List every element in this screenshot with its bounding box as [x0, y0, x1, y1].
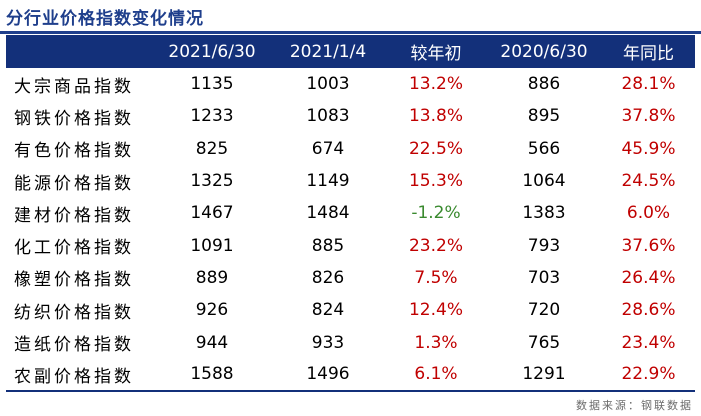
row-name-cell: 橡塑价格指数: [14, 270, 134, 291]
header-cell-2021-06-30: 2021/6/30: [168, 41, 256, 62]
value-2021-01-04-cell: 824: [311, 300, 345, 321]
row-name-cell: 纺织价格指数: [14, 302, 134, 323]
header-cell-2021-01-04: 2021/1/4: [289, 41, 367, 62]
value-2021-01-04-cell: 1496: [306, 364, 350, 385]
ytd-change-cell: 22.5%: [408, 138, 463, 159]
value-2021-06-30-cell: 1091: [190, 235, 234, 256]
value-2021-06-30-cell: 1233: [190, 106, 234, 127]
table-header-row: 2021/6/30 2021/1/4 较年初 2020/6/30 年同比: [6, 35, 695, 68]
row-name-cell: 大宗商品指数: [14, 76, 134, 97]
header-cell-name: [6, 35, 154, 68]
table-row: 纺织价格指数 926 824 12.4% 720 28.6%: [6, 294, 695, 326]
yoy-change-cell: 37.6%: [621, 235, 676, 256]
ytd-change-cell: 7.5%: [414, 267, 458, 288]
yoy-change-cell: 26.4%: [621, 267, 676, 288]
row-name-cell: 能源价格指数: [14, 173, 134, 194]
value-2021-06-30-cell: 1588: [190, 364, 234, 385]
yoy-change-cell: 45.9%: [621, 138, 676, 159]
value-2020-06-30-cell: 895: [527, 106, 561, 127]
yoy-change-cell: 22.9%: [621, 364, 676, 385]
table-row: 造纸价格指数 944 933 1.3% 765 23.4%: [6, 326, 695, 358]
value-2020-06-30-cell: 1383: [522, 203, 566, 224]
value-2021-06-30-cell: 1325: [190, 171, 234, 192]
title-divider: [0, 31, 701, 34]
table-body: 大宗商品指数 1135 1003 13.2% 886 28.1% 钢铁价格指数 1233 108…: [6, 68, 695, 391]
value-2021-01-04-cell: 1003: [306, 74, 350, 95]
row-name-cell: 造纸价格指数: [14, 335, 134, 356]
ytd-change-cell: 13.2%: [408, 74, 463, 95]
header-cell-2020-06-30: 2020/6/30: [500, 41, 588, 62]
value-2020-06-30-cell: 566: [527, 138, 561, 159]
header-cell-yoy-change: 年同比: [623, 44, 674, 64]
value-2021-01-04-cell: 674: [311, 138, 345, 159]
data-source-note: 数据来源：钢联数据: [576, 399, 693, 412]
value-2020-06-30-cell: 720: [527, 300, 561, 321]
table-row: 化工价格指数 1091 885 23.2% 793 37.6%: [6, 229, 695, 261]
header-cell-ytd-change: 较年初: [410, 44, 462, 64]
value-2020-06-30-cell: 703: [527, 267, 561, 288]
table-row: 有色价格指数 825 674 22.5% 566 45.9%: [6, 133, 695, 165]
value-2021-06-30-cell: 1135: [190, 74, 234, 95]
value-2020-06-30-cell: 1291: [522, 364, 566, 385]
value-2021-01-04-cell: 933: [311, 332, 345, 353]
value-2020-06-30-cell: 886: [527, 74, 561, 95]
value-2021-01-04-cell: 1484: [306, 203, 350, 224]
row-name-cell: 有色价格指数: [14, 141, 134, 162]
yoy-change-cell: 23.4%: [621, 332, 676, 353]
ytd-change-cell: 23.2%: [408, 235, 463, 256]
row-name-cell: 钢铁价格指数: [14, 108, 134, 129]
table-row: 建材价格指数 1467 1484 -1.2% 1383 6.0%: [6, 197, 695, 229]
yoy-change-cell: 28.6%: [621, 300, 676, 321]
ytd-change-cell: 15.3%: [408, 171, 463, 192]
ytd-change-cell: 12.4%: [408, 300, 463, 321]
row-name-cell: 化工价格指数: [14, 238, 134, 259]
value-2021-06-30-cell: 825: [195, 138, 229, 159]
price-index-table: 2021/6/30 2021/1/4 较年初 2020/6/30 年同比 大宗商…: [6, 35, 695, 392]
value-2021-01-04-cell: 1083: [306, 106, 350, 127]
ytd-change-cell: 6.1%: [414, 364, 458, 385]
yoy-change-cell: 24.5%: [621, 171, 676, 192]
yoy-change-cell: 37.8%: [621, 106, 676, 127]
value-2020-06-30-cell: 765: [527, 332, 561, 353]
table-row: 橡塑价格指数 889 826 7.5% 703 26.4%: [6, 262, 695, 294]
ytd-change-cell: -1.2%: [411, 203, 461, 224]
yoy-change-cell: 28.1%: [621, 74, 676, 95]
value-2020-06-30-cell: 793: [527, 235, 561, 256]
row-name-cell: 农副价格指数: [14, 366, 134, 387]
table-row: 大宗商品指数 1135 1003 13.2% 886 28.1%: [6, 68, 695, 100]
value-2021-06-30-cell: 1467: [190, 203, 234, 224]
ytd-change-cell: 1.3%: [414, 332, 458, 353]
value-2021-01-04-cell: 1149: [306, 171, 350, 192]
table-row: 农副价格指数 1588 1496 6.1% 1291 22.9%: [6, 359, 695, 391]
value-2021-01-04-cell: 885: [311, 235, 345, 256]
value-2020-06-30-cell: 1064: [522, 171, 566, 192]
yoy-change-cell: 6.0%: [626, 203, 671, 224]
table-row: 能源价格指数 1325 1149 15.3% 1064 24.5%: [6, 165, 695, 197]
value-2021-06-30-cell: 889: [195, 267, 229, 288]
ytd-change-cell: 13.8%: [408, 106, 463, 127]
row-name-cell: 建材价格指数: [14, 205, 134, 226]
value-2021-01-04-cell: 826: [311, 267, 345, 288]
table-row: 钢铁价格指数 1233 1083 13.8% 895 37.8%: [6, 100, 695, 132]
page-title: 分行业价格指数变化情况: [6, 9, 204, 29]
value-2021-06-30-cell: 926: [195, 300, 229, 321]
value-2021-06-30-cell: 944: [195, 332, 229, 353]
